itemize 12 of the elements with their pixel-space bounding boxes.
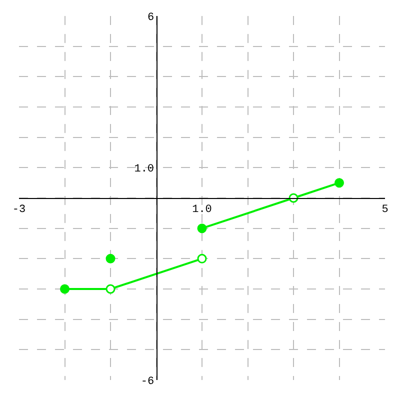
point: [106, 284, 116, 294]
point: [197, 224, 207, 234]
y-tick-label: 1.0: [134, 164, 154, 176]
point: [60, 284, 70, 294]
point: [334, 178, 344, 188]
y-tick-label: -6: [140, 376, 154, 388]
y-tick-label: 6: [147, 12, 154, 24]
x-tick-label: 5: [382, 204, 388, 216]
x-tick-label: 1.0: [192, 204, 212, 216]
x-tick-label: -3: [12, 204, 26, 216]
point: [106, 254, 116, 264]
point: [197, 254, 207, 264]
